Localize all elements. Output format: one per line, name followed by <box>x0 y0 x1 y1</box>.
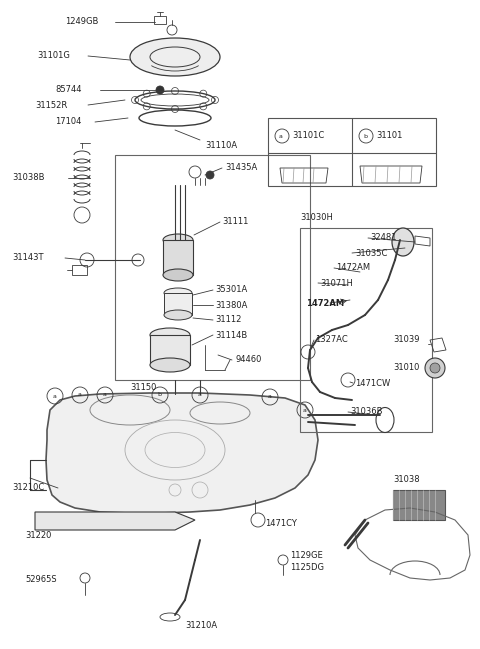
Text: 31380A: 31380A <box>215 300 247 310</box>
Text: 1327AC: 1327AC <box>315 336 348 345</box>
Text: 31435A: 31435A <box>225 164 257 173</box>
Polygon shape <box>35 512 195 530</box>
Text: 1249GB: 1249GB <box>65 18 98 27</box>
Text: 1471CW: 1471CW <box>355 378 390 387</box>
Text: 31101C: 31101C <box>292 132 324 140</box>
Circle shape <box>156 86 164 94</box>
Text: 31143T: 31143T <box>12 254 44 262</box>
Text: 31110A: 31110A <box>205 140 237 149</box>
Text: 1129GE: 1129GE <box>290 550 323 559</box>
Circle shape <box>430 363 440 373</box>
Text: a: a <box>302 408 306 413</box>
Bar <box>154 16 166 24</box>
Text: 35301A: 35301A <box>215 286 247 295</box>
Text: 85744: 85744 <box>55 86 82 95</box>
Ellipse shape <box>163 269 193 281</box>
Ellipse shape <box>130 38 220 76</box>
Text: 31210C: 31210C <box>12 484 44 493</box>
Ellipse shape <box>150 358 190 372</box>
Text: 31112: 31112 <box>215 315 241 324</box>
Text: 31210A: 31210A <box>185 620 217 630</box>
Text: 1471CY: 1471CY <box>265 519 297 528</box>
Bar <box>163 240 193 275</box>
Bar <box>150 335 190 365</box>
Polygon shape <box>46 393 318 513</box>
Bar <box>164 293 192 315</box>
Text: 31038B: 31038B <box>12 173 45 182</box>
Circle shape <box>206 171 214 179</box>
Ellipse shape <box>164 288 192 298</box>
Bar <box>268 118 436 186</box>
Text: a: a <box>103 393 107 397</box>
Text: 1472AM: 1472AM <box>306 299 344 308</box>
Text: 31030H: 31030H <box>300 214 333 223</box>
Text: 1125DG: 1125DG <box>290 563 324 572</box>
Text: a: a <box>52 393 56 398</box>
Text: 31220: 31220 <box>25 530 51 539</box>
Text: b: b <box>157 393 161 397</box>
Circle shape <box>425 358 445 378</box>
Ellipse shape <box>150 328 190 342</box>
Text: 31010: 31010 <box>393 363 420 373</box>
Text: 31114B: 31114B <box>215 330 247 339</box>
Text: 31035C: 31035C <box>355 249 387 258</box>
Text: 52965S: 52965S <box>25 576 57 585</box>
Text: a: a <box>77 393 82 397</box>
Ellipse shape <box>163 234 193 246</box>
Text: a: a <box>279 134 283 138</box>
Text: 31071H: 31071H <box>320 278 353 288</box>
Ellipse shape <box>392 228 414 256</box>
Text: 31101: 31101 <box>376 132 402 140</box>
Text: 31038: 31038 <box>393 476 420 485</box>
Text: 31039: 31039 <box>393 336 420 345</box>
Bar <box>393 490 445 520</box>
Bar <box>115 155 310 380</box>
Text: a: a <box>267 395 271 400</box>
Text: 31111: 31111 <box>222 217 248 227</box>
Text: 1472AM: 1472AM <box>336 263 370 273</box>
Text: a: a <box>197 393 202 397</box>
Text: 94460: 94460 <box>235 356 262 365</box>
Text: 17104: 17104 <box>55 117 82 127</box>
Bar <box>300 228 432 432</box>
Text: 31150: 31150 <box>130 384 156 393</box>
Text: b: b <box>363 134 367 138</box>
Text: 31036B: 31036B <box>350 408 383 417</box>
Text: 32481: 32481 <box>370 234 396 243</box>
Text: 31101G: 31101G <box>37 51 70 60</box>
Ellipse shape <box>164 310 192 320</box>
Text: 31152R: 31152R <box>35 101 67 110</box>
Bar <box>72 265 87 275</box>
